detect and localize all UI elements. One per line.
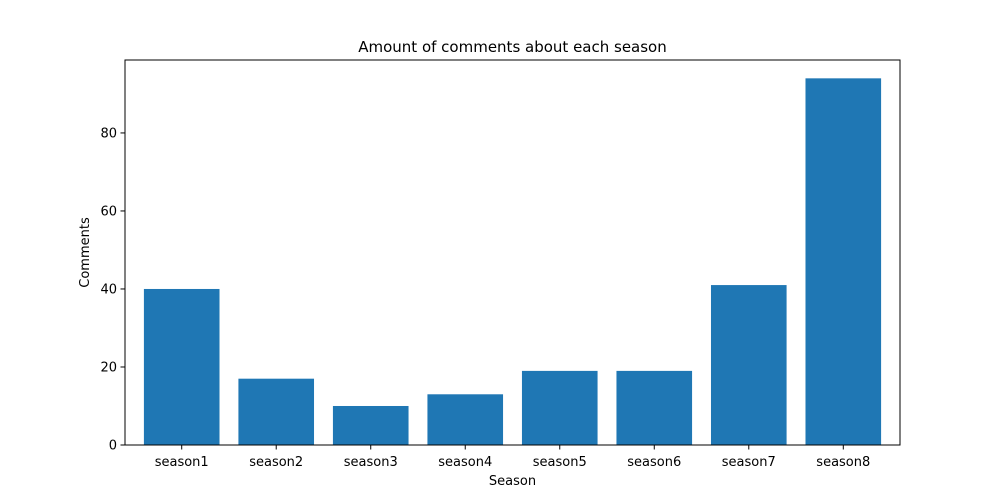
x-tick-label: season8 [816,455,870,470]
bar-season8 [805,78,882,445]
bar-season4 [427,394,504,445]
bars [143,78,882,445]
bar-season1 [143,288,220,445]
x-axis-label: Season [489,474,536,489]
x-tick-label: season6 [627,455,681,470]
x-tick-label: season4 [438,455,492,470]
plot-frame [124,59,901,446]
y-tick-label: 60 [100,204,117,219]
bar-season2 [238,378,315,445]
x-tick-label: season1 [155,455,209,470]
y-axis-label: Comments [78,217,93,288]
bar-season7 [710,285,787,445]
x-tick-label: season7 [722,455,776,470]
bar-season5 [521,370,598,445]
bar-season3 [332,405,409,445]
x-tick-label: season5 [533,455,587,470]
y-tick-label: 40 [100,282,117,297]
y-tick-label: 0 [109,439,117,454]
y-tick-label: 20 [100,360,117,375]
x-tick-label: season3 [344,455,398,470]
chart-title: Amount of comments about each season [358,38,667,56]
axes: 0 20 40 60 80 season1 season2 season3 season4 sea… [100,59,901,470]
x-tick-label: season2 [249,455,303,470]
bar-season6 [616,370,693,445]
y-tick-label: 80 [100,126,117,141]
